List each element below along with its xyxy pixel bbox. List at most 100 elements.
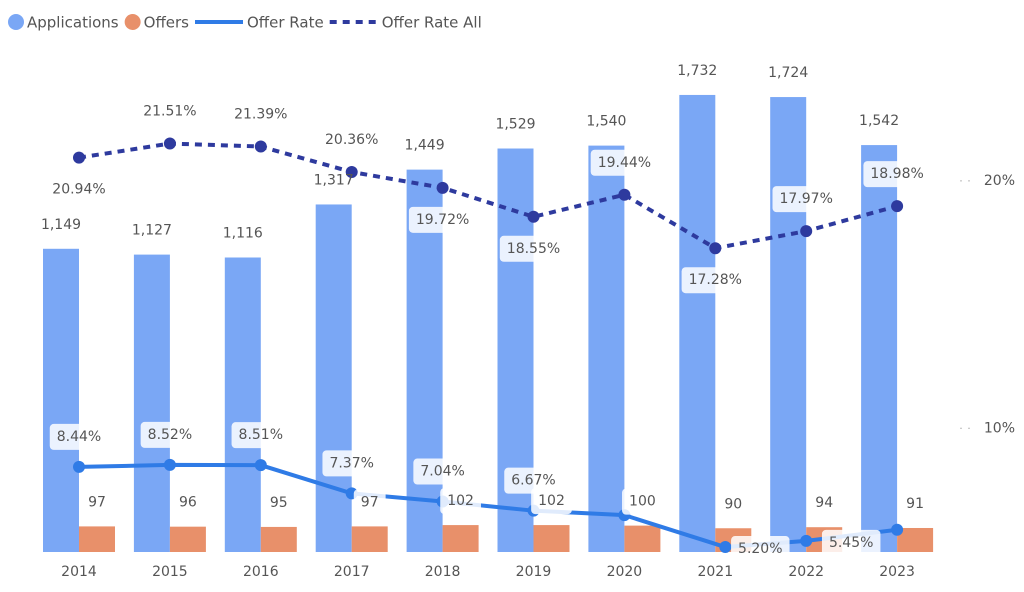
legend-marker bbox=[124, 14, 141, 30]
bar bbox=[351, 526, 388, 552]
data-label-box bbox=[622, 488, 663, 515]
data-label-group: 21.39% bbox=[227, 101, 295, 128]
data-label-box bbox=[140, 421, 200, 448]
data-label: 7.37% bbox=[329, 455, 373, 471]
bar bbox=[43, 248, 79, 552]
x-tick-label: 2018 bbox=[425, 564, 461, 580]
data-label: 20.94% bbox=[52, 182, 105, 198]
data-label-box bbox=[231, 422, 291, 449]
data-label: 91 bbox=[906, 496, 924, 512]
x-tick-label: 2015 bbox=[152, 564, 188, 580]
data-label: 97 bbox=[88, 494, 106, 510]
data-label: 20.36% bbox=[325, 132, 378, 148]
data-label-group: 102 bbox=[531, 488, 572, 515]
bar bbox=[224, 257, 261, 552]
x-tick-label: 2014 bbox=[61, 564, 97, 580]
bar bbox=[133, 254, 170, 552]
data-label-group: 96 bbox=[171, 489, 204, 516]
point bbox=[254, 140, 267, 153]
data-label-box bbox=[49, 423, 109, 450]
data-label-group: 21.51% bbox=[136, 98, 204, 125]
data-label: 97 bbox=[361, 494, 379, 510]
data-label-group: 8.44% bbox=[49, 423, 109, 450]
data-label: 21.39% bbox=[234, 107, 287, 123]
data-label: 94 bbox=[815, 495, 833, 511]
data-label-box bbox=[318, 127, 386, 153]
data-label-box bbox=[504, 467, 563, 494]
data-label: 6.67% bbox=[511, 473, 555, 489]
data-label-box bbox=[45, 176, 113, 203]
x-tick-label: 2016 bbox=[243, 564, 279, 580]
data-label-group: 19.72% bbox=[408, 206, 477, 233]
data-label-group: 97 bbox=[81, 489, 113, 516]
bar bbox=[169, 526, 206, 552]
data-label-group: 20.94% bbox=[45, 176, 113, 203]
x-tick-label: 2022 bbox=[788, 564, 824, 580]
point bbox=[719, 541, 732, 554]
data-label-box bbox=[81, 489, 113, 516]
data-label: 100 bbox=[629, 494, 656, 510]
legend-label: Offers bbox=[144, 14, 190, 32]
data-label: 18.98% bbox=[870, 166, 923, 182]
data-label-box bbox=[899, 490, 932, 517]
data-label: 19.72% bbox=[416, 212, 469, 228]
data-label: 17.28% bbox=[689, 272, 742, 288]
data-label-box bbox=[590, 149, 659, 176]
data-label-box bbox=[499, 235, 568, 262]
data-label: 17.97% bbox=[780, 191, 833, 207]
data-label-box bbox=[322, 450, 381, 477]
data-label: 102 bbox=[447, 493, 474, 509]
data-label-group: 8.52% bbox=[140, 421, 200, 448]
data-label: 1,724 bbox=[768, 65, 808, 81]
data-label-box bbox=[440, 488, 481, 515]
data-label: 1,149 bbox=[41, 217, 81, 233]
x-tick-label: 2020 bbox=[607, 564, 643, 580]
data-label: 8.51% bbox=[239, 427, 283, 443]
data-label: 1,127 bbox=[132, 223, 172, 239]
bar bbox=[315, 204, 352, 553]
data-label: 96 bbox=[179, 495, 197, 511]
data-label-box bbox=[408, 206, 477, 233]
x-tick-label: 2021 bbox=[697, 564, 733, 580]
point bbox=[800, 225, 813, 238]
y2-tick-label: 20% bbox=[984, 173, 1015, 189]
point bbox=[891, 200, 904, 213]
data-label: 18.55% bbox=[507, 241, 560, 257]
legend-marker bbox=[8, 14, 24, 30]
point bbox=[163, 458, 176, 471]
bar bbox=[79, 526, 115, 552]
data-label-box bbox=[413, 458, 472, 485]
data-label: 1,449 bbox=[405, 138, 445, 154]
data-label-box bbox=[353, 489, 386, 516]
data-label-group: 19.44% bbox=[590, 149, 659, 176]
data-label-box bbox=[681, 267, 749, 294]
data-label-box bbox=[808, 490, 841, 517]
data-label-group: 94 bbox=[808, 490, 841, 517]
point bbox=[527, 210, 540, 223]
data-label-group: 17.28% bbox=[681, 267, 749, 294]
data-label: 90 bbox=[724, 496, 742, 512]
bar bbox=[770, 97, 807, 553]
point bbox=[73, 151, 85, 164]
data-label-group: 17.97% bbox=[772, 186, 840, 213]
data-label-box bbox=[821, 529, 881, 556]
data-label-group: 6.67% bbox=[504, 467, 563, 494]
x-tick-label: 2019 bbox=[516, 564, 552, 580]
x-tick-label: 2017 bbox=[334, 564, 370, 580]
line bbox=[78, 141, 898, 251]
data-label-group: 5.20% bbox=[731, 536, 790, 563]
data-label: 1,529 bbox=[495, 117, 535, 133]
data-label-group: 8.51% bbox=[231, 422, 291, 449]
point bbox=[891, 523, 904, 536]
data-label: 8.52% bbox=[148, 427, 192, 443]
legend-label: Offer Rate bbox=[247, 14, 324, 32]
bar bbox=[624, 525, 661, 552]
point bbox=[254, 459, 267, 472]
data-label: 21.51% bbox=[143, 104, 196, 120]
data-label-box bbox=[772, 186, 840, 213]
data-label: 95 bbox=[270, 495, 288, 511]
data-label-box bbox=[171, 489, 204, 516]
data-label: 5.20% bbox=[738, 541, 782, 557]
data-label-group: 7.37% bbox=[322, 450, 381, 477]
